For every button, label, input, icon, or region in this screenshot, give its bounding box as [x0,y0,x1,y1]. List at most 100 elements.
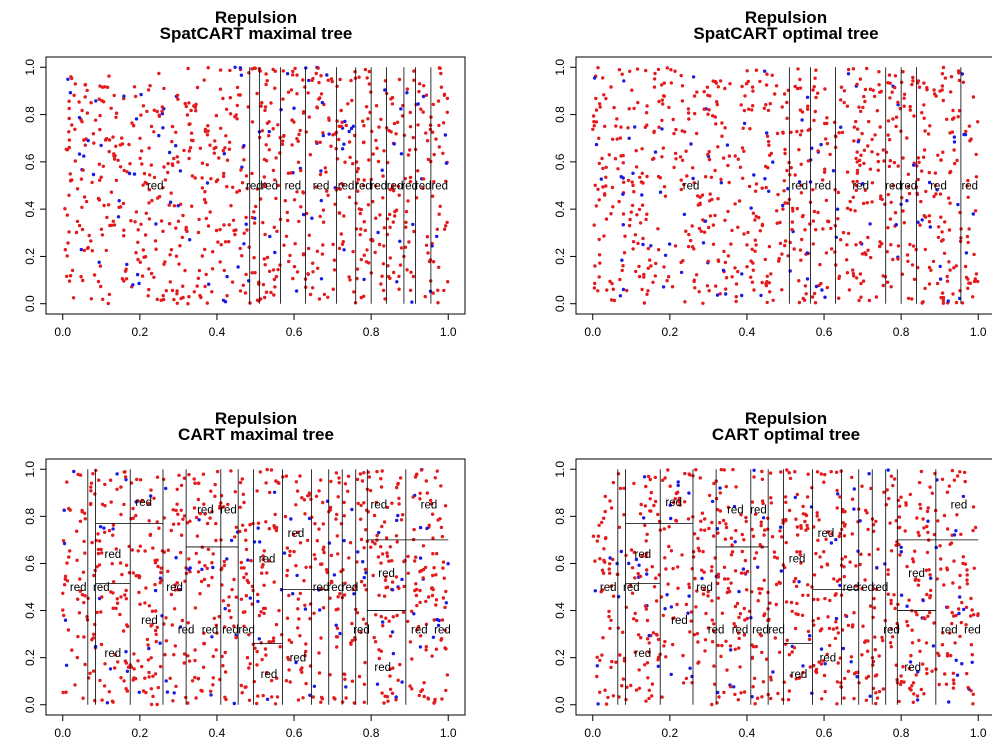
point-red [617,695,621,699]
point-red [835,702,839,706]
point-red [213,482,217,487]
region-label: red [961,181,978,193]
point-red [739,691,743,695]
point-red [600,156,604,161]
point-red [194,515,199,520]
point-blue [952,140,957,144]
point-red [649,490,653,495]
point-red [706,93,710,98]
region-label: red [338,181,355,193]
point-red [662,94,666,98]
point-red [836,661,840,665]
point-red [363,67,368,72]
point-red [729,685,733,689]
region-label: red [222,624,239,636]
point-red [812,85,816,89]
point-red [722,249,726,254]
point-red [202,502,206,506]
point-red [730,550,735,554]
point-red [114,111,119,115]
point-red [359,257,363,262]
point-blue [178,169,183,173]
point-red [793,173,797,177]
point-blue [225,557,229,561]
point-red [169,528,173,533]
point-red [131,571,135,575]
point-red [280,633,284,637]
point-red [823,689,827,694]
region-label: red [178,624,195,636]
point-red [287,259,291,264]
point-red [861,624,865,628]
point-red [730,543,734,547]
point-red [161,293,165,298]
point-red [210,267,215,271]
point-red [889,598,893,603]
point-red [858,562,862,567]
point-red [116,158,120,162]
point-red [360,479,365,483]
point-red [394,534,399,538]
point-red [260,101,264,105]
point-red [231,218,236,222]
point-red [142,171,147,176]
point-red [597,161,601,166]
point-blue [960,662,964,666]
point-red [80,227,85,232]
point-red [197,560,201,564]
point-red [718,521,722,525]
point-red [234,228,238,232]
point-red [769,675,773,679]
point-red [782,179,786,183]
point-red [97,97,101,101]
point-red [929,268,933,272]
point-red [769,151,773,156]
point-red [291,73,295,77]
point-blue [381,620,385,624]
point-red [363,660,367,665]
point-red [212,146,216,151]
point-red [196,276,201,280]
point-red [187,149,191,153]
point-blue [621,176,625,180]
point-red [98,127,102,132]
point-red [262,175,266,179]
point-red [294,564,298,568]
point-red [745,569,750,574]
point-red [799,191,804,195]
point-red [799,561,803,565]
point-red [143,255,148,259]
point-red [411,495,415,499]
point-red [631,183,635,188]
point-red [176,219,181,223]
point-red [646,266,650,270]
point-red [780,105,784,109]
point-red [935,577,939,581]
point-red [140,162,144,166]
point-red [959,620,963,625]
point-red [243,610,247,614]
point-red [609,506,614,510]
point-red [631,247,635,251]
point-red [388,212,392,217]
point-blue [294,289,299,293]
point-red [793,84,797,89]
point-blue [376,230,380,235]
point-red [408,125,413,129]
point-red [634,618,639,623]
point-blue [301,212,306,217]
point-blue [161,126,165,130]
point-red [437,265,441,269]
point-red [288,680,292,684]
point-red [630,180,634,184]
point-red [408,288,413,292]
point-red [389,130,393,134]
point-red [273,702,278,706]
point-red [145,109,149,114]
point-red [342,514,346,518]
point-red [171,508,175,512]
point-red [928,573,932,577]
point-red [760,280,764,285]
point-red [366,117,370,121]
point-red [636,241,640,246]
